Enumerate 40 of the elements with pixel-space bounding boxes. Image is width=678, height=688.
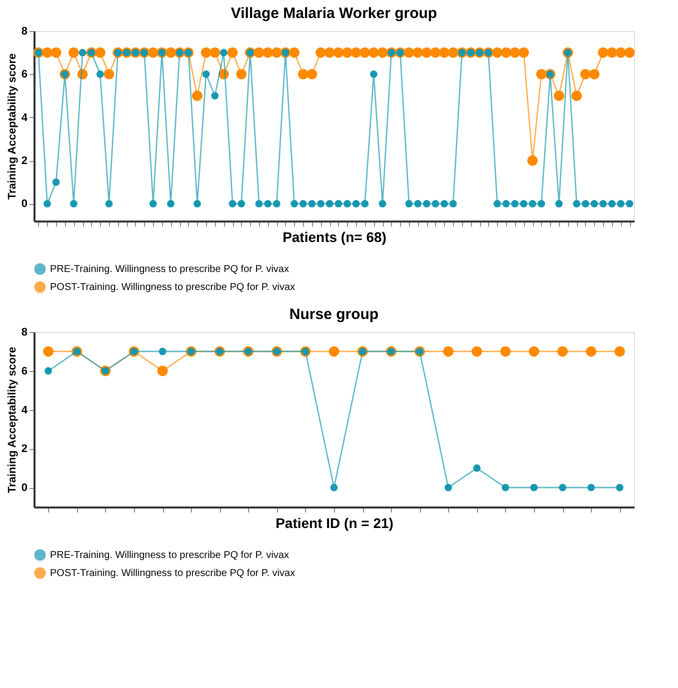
x-axis-title: Patients (n= 68) [282, 229, 386, 245]
y-tick-label: 6 [21, 68, 28, 81]
point [473, 464, 481, 472]
y-tick-label: 4 [21, 404, 28, 416]
point [500, 346, 511, 357]
legend-label: PRE-Training. Willingness to prescribe PQ for P. vivax [50, 550, 289, 561]
point [614, 346, 625, 357]
point [530, 484, 538, 492]
point [444, 484, 452, 492]
point [587, 484, 595, 492]
legend-label: POST-Training. Willingness to prescribe PQ for P. vivax [50, 282, 296, 293]
point [157, 366, 168, 376]
point [558, 484, 566, 492]
legend-label: POST-Training. Willingness to prescribe PQ for P. vivax [50, 568, 296, 579]
point [557, 346, 568, 357]
chart-title: Nurse group [289, 306, 379, 323]
x-axis-title: Patient ID (n = 21) [276, 515, 394, 531]
point [44, 367, 52, 375]
y-tick-label: 6 [21, 365, 28, 378]
legend-label: PRE-Training. Willingness to prescribe PQ for P. vivax [50, 264, 289, 275]
y-tick-label: 8 [21, 326, 28, 338]
y-tick-label: 0 [21, 198, 28, 210]
point [586, 346, 596, 357]
point [43, 346, 54, 357]
y-axis-title: Training Acceptability score [6, 53, 18, 200]
point [502, 484, 510, 492]
point [472, 346, 482, 357]
y-tick-label: 2 [21, 155, 28, 168]
point [443, 346, 454, 357]
chart-title: Village Malaria Worker group [230, 5, 438, 22]
point [528, 346, 540, 357]
point [328, 346, 340, 357]
point [616, 484, 624, 492]
y-tick-label: 4 [21, 112, 28, 124]
y-tick-label: 8 [21, 26, 28, 38]
y-axis-title: Training Acceptability score [6, 346, 18, 494]
point [330, 484, 338, 492]
y-tick-label: 2 [21, 443, 28, 456]
y-tick-label: 0 [21, 482, 28, 494]
point [158, 348, 166, 356]
